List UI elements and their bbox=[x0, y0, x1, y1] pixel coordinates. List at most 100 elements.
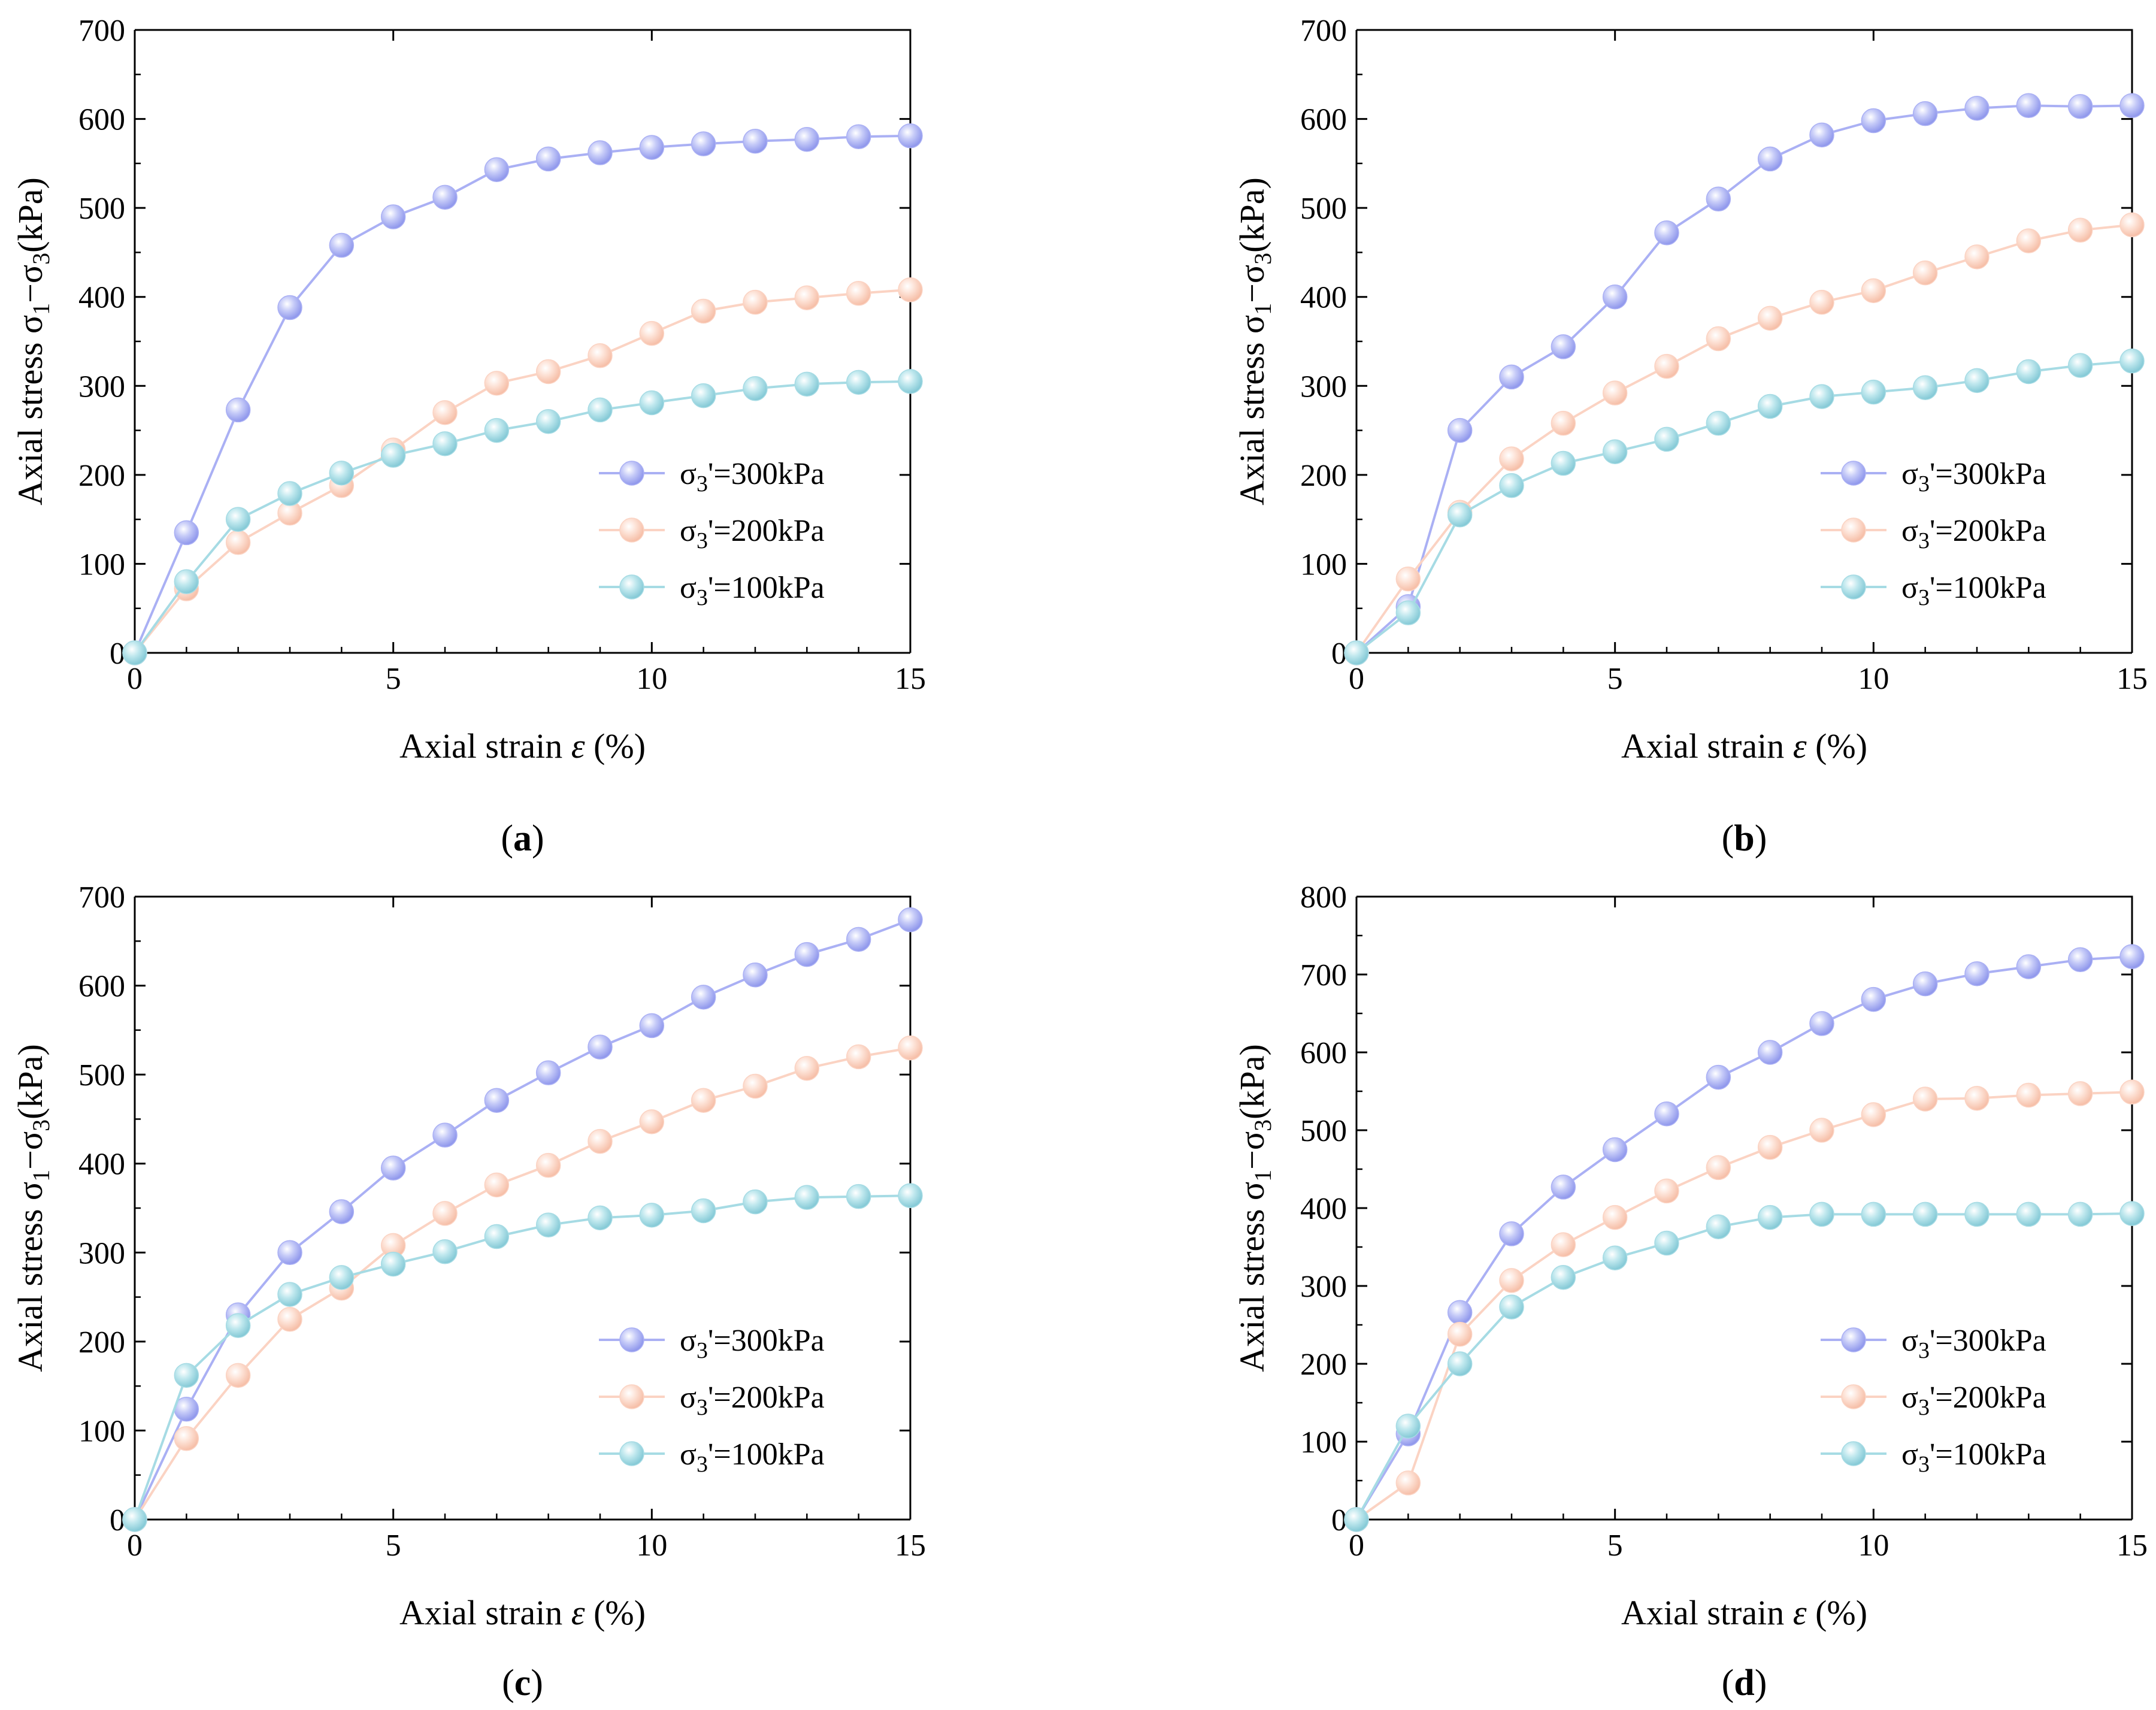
series-line-s100 bbox=[134, 1194, 911, 1520]
data-point-s200 bbox=[1809, 1118, 1834, 1143]
data-point-s300 bbox=[691, 985, 716, 1010]
legend-label-s300: σ3'=300kPa bbox=[680, 1324, 825, 1363]
axes-top-right bbox=[135, 29, 912, 653]
legend-label-s100: σ3'=100kPa bbox=[680, 1437, 825, 1477]
series-line-s300 bbox=[134, 134, 911, 653]
y-tick-label: 300 bbox=[1300, 1270, 1347, 1304]
axes-top-right bbox=[1356, 29, 2133, 653]
y-axis-title: Axial stress σ1−σ3(kPa) bbox=[1233, 177, 1276, 506]
data-point-s200 bbox=[484, 371, 510, 396]
data-point-s200 bbox=[691, 1088, 716, 1113]
data-point-s300 bbox=[1809, 122, 1834, 148]
y-tick-label: 200 bbox=[78, 459, 125, 493]
data-point-s300 bbox=[639, 135, 665, 160]
data-point-s100 bbox=[174, 569, 199, 594]
legend-label-s200: σ3'=200kPa bbox=[1901, 1381, 2046, 1420]
data-point-s300 bbox=[1654, 220, 1679, 246]
legend-marker-s300 bbox=[1841, 1327, 1866, 1352]
data-point-s300 bbox=[1447, 417, 1473, 443]
y-tick-label: 600 bbox=[1300, 103, 1347, 137]
data-point-s200 bbox=[691, 298, 716, 324]
legend-marker-s300 bbox=[619, 1327, 644, 1352]
data-point-s200 bbox=[225, 1363, 251, 1388]
data-point-s100 bbox=[1602, 1245, 1628, 1270]
data-point-s200 bbox=[1861, 1102, 1886, 1127]
y-tick-label: 200 bbox=[78, 1325, 125, 1360]
data-point-s100 bbox=[1912, 375, 1938, 401]
data-point-s300 bbox=[535, 146, 561, 172]
legend-label-s200: σ3'=200kPa bbox=[680, 1381, 825, 1420]
legend-marker-s100 bbox=[1841, 574, 1866, 600]
x-tick-label: 15 bbox=[2116, 1529, 2148, 1563]
data-point-s100 bbox=[1964, 1201, 1990, 1227]
data-point-s300 bbox=[2119, 944, 2145, 969]
x-axis-title: Axial strain ε (%) bbox=[399, 727, 646, 765]
axes-top-right bbox=[1356, 895, 2133, 1520]
y-tick-label: 600 bbox=[1300, 1036, 1347, 1070]
data-point-s300 bbox=[329, 1199, 355, 1224]
series-line-s200 bbox=[134, 1046, 911, 1521]
series-line-s200 bbox=[1355, 223, 2133, 654]
data-point-s100 bbox=[1654, 1230, 1679, 1256]
legend-marker-s300 bbox=[619, 461, 644, 486]
data-point-s300 bbox=[380, 1155, 406, 1181]
data-point-s100 bbox=[1344, 1507, 1369, 1532]
data-point-s200 bbox=[2119, 1079, 2145, 1105]
data-point-s200 bbox=[588, 343, 613, 368]
y-tick-label: 200 bbox=[1300, 1348, 1347, 1382]
data-point-s100 bbox=[898, 369, 923, 394]
legend-label-s100: σ3'=100kPa bbox=[680, 571, 825, 610]
data-point-s100 bbox=[794, 1185, 820, 1210]
y-tick-label: 800 bbox=[1300, 880, 1347, 915]
legend-marker-s200 bbox=[1841, 1384, 1866, 1409]
y-tick-label: 100 bbox=[78, 547, 125, 582]
data-point-s300 bbox=[743, 128, 768, 154]
data-point-s100 bbox=[432, 431, 458, 456]
x-tick-label: 5 bbox=[1607, 662, 1623, 696]
data-point-s300 bbox=[2119, 93, 2145, 119]
data-point-s100 bbox=[1344, 640, 1369, 665]
x-tick-label: 10 bbox=[636, 1529, 667, 1563]
axes-left-bottom bbox=[134, 30, 910, 654]
data-point-s200 bbox=[794, 285, 820, 310]
data-point-s200 bbox=[2016, 228, 2042, 253]
data-point-s100 bbox=[1395, 1414, 1421, 1439]
y-axis-title: Axial stress σ1−σ3(kPa) bbox=[1233, 1044, 1276, 1372]
y-tick-label: 300 bbox=[78, 1236, 125, 1270]
data-point-s200 bbox=[846, 1044, 871, 1070]
legend-marker-s200 bbox=[619, 517, 644, 543]
data-point-s100 bbox=[329, 461, 355, 486]
data-point-s100 bbox=[1706, 1214, 1731, 1239]
data-point-s300 bbox=[1551, 334, 1576, 359]
data-point-s100 bbox=[639, 1203, 665, 1228]
data-point-s200 bbox=[225, 530, 251, 555]
data-point-s200 bbox=[535, 1152, 561, 1178]
data-point-s200 bbox=[743, 289, 768, 315]
data-point-s300 bbox=[898, 907, 923, 933]
y-tick-label: 500 bbox=[78, 192, 125, 226]
data-point-s100 bbox=[2016, 359, 2042, 385]
data-point-s300 bbox=[1602, 1137, 1628, 1163]
data-point-s100 bbox=[277, 1282, 302, 1307]
data-point-s300 bbox=[898, 123, 923, 149]
data-point-s300 bbox=[588, 140, 613, 165]
y-tick-label: 300 bbox=[78, 370, 125, 404]
data-point-s200 bbox=[432, 1201, 458, 1226]
legend-label-s300: σ3'=300kPa bbox=[1901, 1324, 2046, 1363]
data-point-s100 bbox=[1809, 384, 1834, 409]
x-axis-title: Axial strain ε (%) bbox=[1621, 727, 1867, 765]
legend-marker-s100 bbox=[619, 574, 644, 600]
y-tick-label: 300 bbox=[1300, 370, 1347, 404]
legend-label-s100: σ3'=100kPa bbox=[1901, 1437, 2046, 1477]
data-point-s300 bbox=[1964, 95, 1990, 121]
data-point-s100 bbox=[380, 1251, 406, 1277]
data-point-s300 bbox=[1447, 1300, 1473, 1325]
data-point-s100 bbox=[1395, 600, 1421, 625]
x-tick-label: 5 bbox=[1607, 1529, 1623, 1563]
y-tick-label: 400 bbox=[78, 281, 125, 315]
data-point-s300 bbox=[277, 295, 302, 320]
data-point-s300 bbox=[639, 1013, 665, 1039]
y-tick-label: 600 bbox=[78, 970, 125, 1004]
legend-marker-s200 bbox=[1841, 517, 1866, 543]
